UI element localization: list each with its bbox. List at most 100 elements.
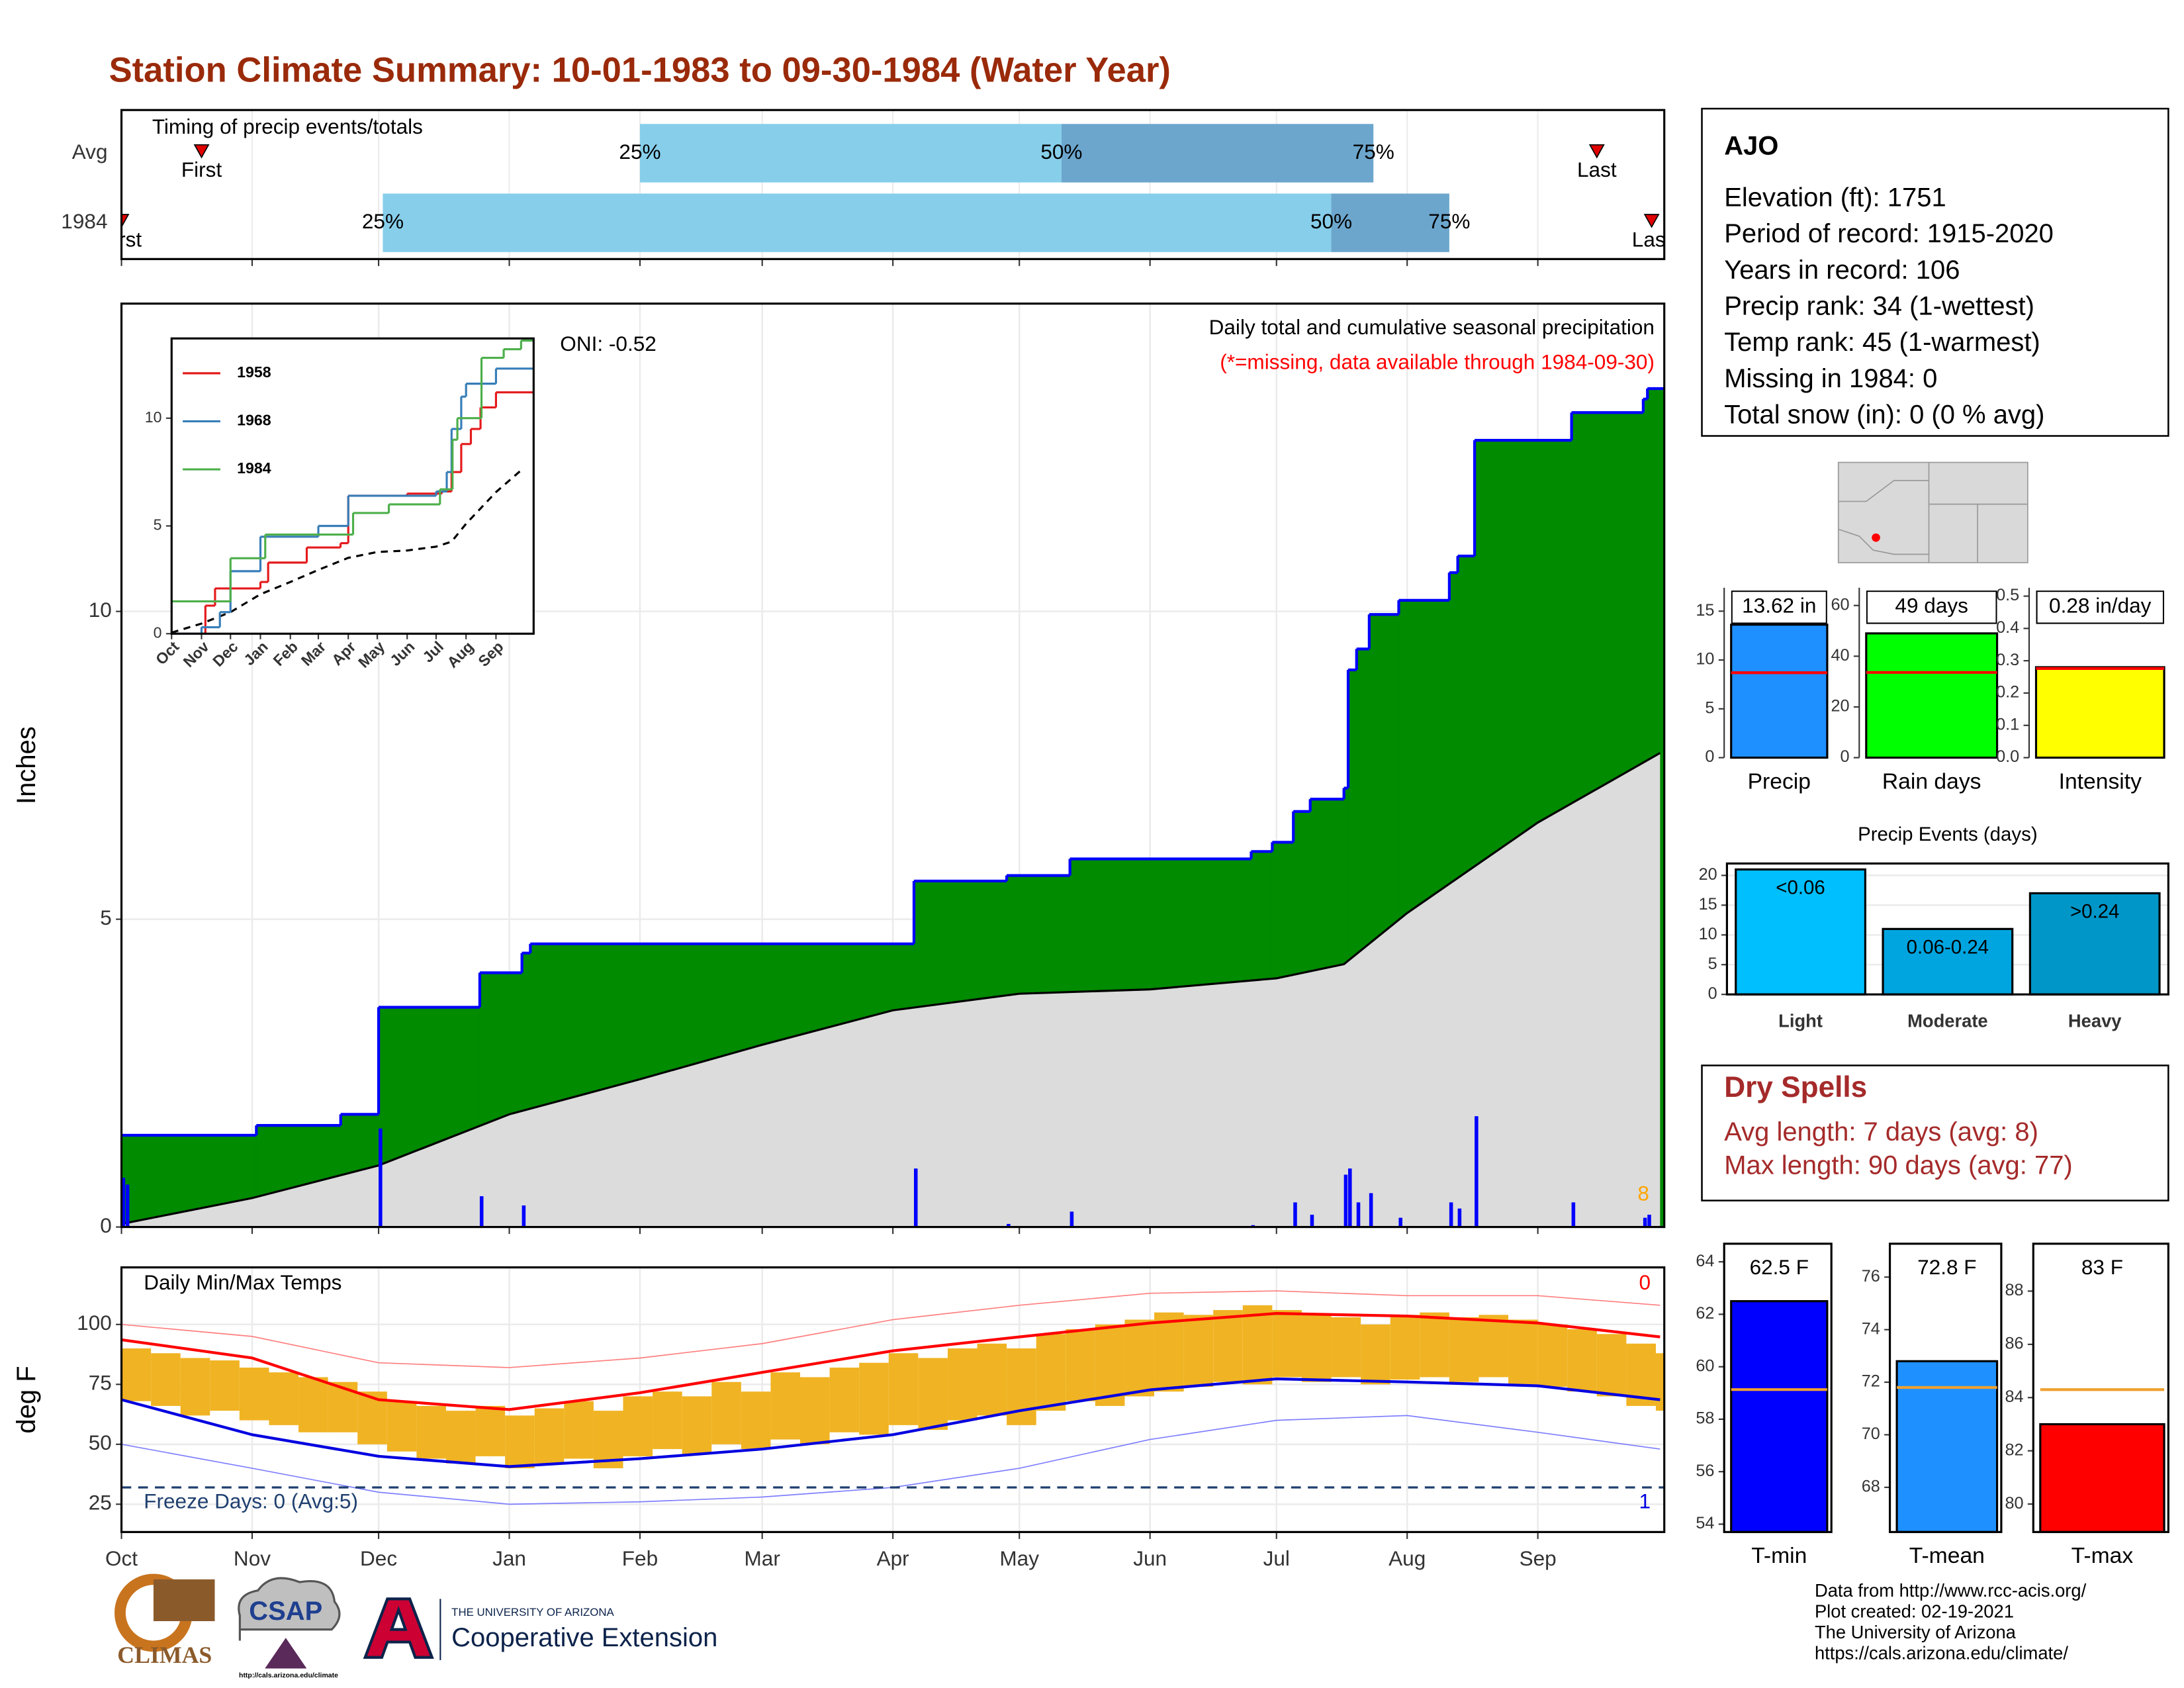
y-tick-label: 10 [145, 408, 162, 426]
station-name: AJO [1724, 132, 1778, 161]
station-line: Years in record: 106 [1724, 256, 1960, 285]
csap-cloud [238, 1577, 341, 1641]
observed-range [445, 1411, 476, 1464]
event-marker [1643, 214, 1660, 228]
observed-range [475, 1405, 506, 1456]
record-low-days: 1 [1639, 1489, 1651, 1513]
y-tick-label: 20 [1699, 865, 1717, 884]
bar-label: >0.24 [2070, 901, 2120, 923]
observed-range [328, 1382, 358, 1432]
ua-block-a [363, 1597, 434, 1659]
observed-range [888, 1353, 919, 1425]
y-tick-label: 50 [89, 1430, 112, 1454]
x-tick-label: May [999, 1546, 1039, 1570]
x-tick-label: Nov [234, 1546, 271, 1570]
observed-range [1596, 1334, 1627, 1397]
value-label: 62.5 F [1750, 1255, 1809, 1279]
record-line [121, 1290, 1661, 1368]
observed-range [1331, 1317, 1361, 1378]
observed-range [1567, 1329, 1597, 1392]
daily-bar [1647, 1214, 1651, 1227]
value-label-box: 0.28 in/day [2036, 590, 2165, 624]
y-tick-label: 0.0 [1996, 747, 2019, 766]
daily-bar [1356, 1202, 1361, 1227]
y-tick-label: 25 [89, 1491, 112, 1515]
event-label: Last [1577, 158, 1617, 181]
y-tick-label: 74 [1862, 1319, 1880, 1338]
y-tick-label: 60 [1696, 1356, 1714, 1375]
y-tick-label: 72 [1862, 1372, 1880, 1391]
y-tick-label: 58 [1696, 1409, 1714, 1428]
plot-area [171, 339, 534, 634]
y-tick-label: 0.2 [1996, 683, 2019, 702]
climas-block [153, 1579, 215, 1622]
x-tick-label: Mar [745, 1546, 780, 1570]
observed-range [1390, 1315, 1420, 1380]
observed-range [1183, 1315, 1214, 1387]
event-label: Last [1632, 227, 1672, 251]
daily-bar [1398, 1217, 1402, 1227]
category-label: Precip [1748, 769, 1811, 794]
panel-frame [170, 337, 535, 635]
panel-frame [1723, 1243, 1833, 1533]
observed-range [859, 1362, 889, 1435]
quartile-bar [639, 124, 1062, 183]
daily-bar [1369, 1193, 1373, 1227]
panel-frame [1725, 862, 2169, 996]
observed-range [653, 1391, 682, 1450]
y-tick-label: 5 [154, 516, 162, 534]
category-label: Heavy [2068, 1011, 2122, 1031]
panel-title: Daily total and cumulative seasonal prec… [1209, 315, 1655, 339]
dry-spells-box [1701, 1064, 2169, 1201]
y-tick-label: 0 [1708, 984, 1717, 1003]
oni-label: ONI: -0.52 [560, 332, 657, 355]
station-line: Period of record: 1915-2020 [1724, 219, 2054, 248]
observed-range [180, 1358, 210, 1416]
bar [2028, 892, 2161, 996]
y-tick-label: 20 [1831, 697, 1849, 716]
daily-bar [1343, 1174, 1348, 1227]
observed-range [210, 1360, 240, 1411]
event-label: First [181, 158, 222, 181]
y-tick-label: 5 [1708, 955, 1717, 973]
observed-range [269, 1372, 299, 1425]
event-marker [1588, 144, 1605, 159]
panel-title: Precip Events (days) [1858, 823, 2038, 845]
page-title: Station Climate Summary: 10-01-1983 to 0… [109, 50, 1171, 89]
observed-range [151, 1353, 181, 1406]
observed-range [1213, 1310, 1243, 1382]
value-label: 83 F [2081, 1255, 2123, 1279]
x-tick-label: Feb [622, 1546, 658, 1570]
observed-range [1449, 1317, 1479, 1382]
x-tick-label: Oct [105, 1546, 138, 1570]
event-label: First [101, 227, 142, 251]
y-tick-label: 76 [1862, 1267, 1880, 1286]
observed-range [564, 1401, 594, 1459]
plot-area [121, 1290, 1664, 1505]
bar-label: 0.06-0.24 [1907, 937, 1989, 959]
dry-spells-line: Max length: 90 days (avg: 77) [1724, 1151, 2073, 1180]
y-tick-label: 5 [100, 906, 112, 929]
y-tick-label: 80 [2005, 1494, 2023, 1513]
station-line: Missing in 1984: 0 [1724, 364, 1937, 393]
y-tick-label: 40 [1831, 646, 1849, 665]
y-tick-label: 10 [1699, 925, 1717, 943]
quartile-label: 75% [1428, 209, 1470, 233]
y-tick-label: 70 [1862, 1425, 1880, 1443]
panel-title: Daily Min/Max Temps [144, 1270, 341, 1294]
bar [1882, 927, 2014, 996]
station-line: Precip rank: 34 (1-wettest) [1724, 292, 2034, 321]
plot-area: 25% 50% 75% First Last 25% 50% 75% First Last [101, 110, 1672, 259]
y-tick-label: 10 [89, 598, 112, 622]
panel-frame [120, 1266, 1666, 1533]
bar [2039, 1423, 2165, 1533]
x-tick-label: Apr [877, 1546, 909, 1570]
daily-bar [1069, 1211, 1074, 1227]
y-tick-label: 0 [1841, 747, 1850, 766]
quartile-bar [1061, 124, 1374, 183]
inset-bg [171, 338, 534, 634]
y-tick-label: 75 [89, 1371, 112, 1395]
y-tick-label: 82 [2005, 1440, 2023, 1459]
y-tick-label: 68 [1862, 1477, 1880, 1496]
x-tick-label: Sep [1520, 1546, 1557, 1570]
